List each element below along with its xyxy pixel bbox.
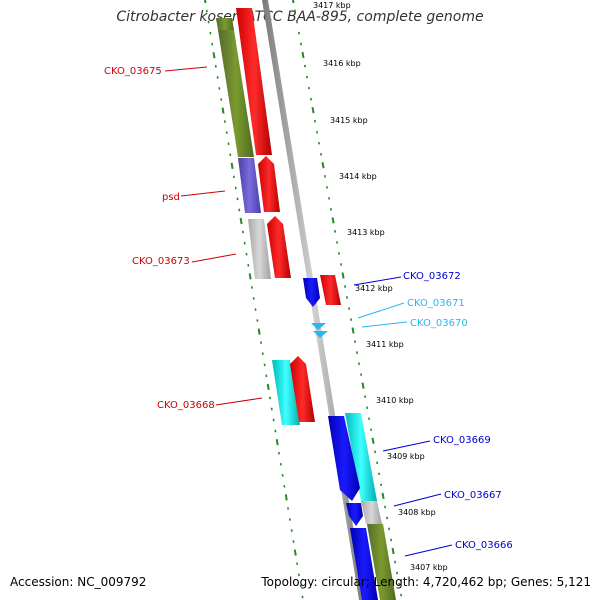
- gene-block-blue-cko-03666: [350, 528, 378, 600]
- gene-block-cko-03668-cyan: [272, 360, 300, 425]
- scale-tick-left: [230, 162, 234, 169]
- kbp-label-partial: 3417 kbp: [313, 1, 351, 10]
- kbp-label: 3416 kbp: [323, 59, 361, 68]
- gene-label: CKO_03675: [104, 66, 162, 77]
- accession-text: Accession: NC_009792: [10, 575, 147, 589]
- kbp-scale-labels: 3417 kbp 3416 kbp 3415 kbp 3414 kbp 3413…: [313, 1, 448, 572]
- scale-tick-left: [275, 439, 279, 446]
- scale-tick-right: [356, 351, 359, 354]
- scale-tick-right: [344, 285, 347, 288]
- kbp-label: 3414 kbp: [339, 172, 377, 181]
- gene-block-psd: [238, 158, 261, 213]
- scale-tick-right: [351, 327, 355, 334]
- gene-arrow-cko-03670: [313, 331, 328, 338]
- gene-arrow-blue-cko-03672: [303, 278, 320, 307]
- gene-label: CKO_03672: [403, 271, 461, 282]
- gene-label: CKO_03670: [410, 318, 468, 329]
- gene-block-cko-03675-red: [236, 8, 272, 155]
- scale-tick-left: [248, 273, 252, 280]
- gene-block-olive-partial: [216, 18, 234, 30]
- scale-tick-left: [239, 217, 243, 225]
- tick-marks: [203, 0, 403, 599]
- gene-block-cyan-cko-03669: [345, 413, 377, 501]
- gene-arrow-blue-cko-03667: [346, 503, 363, 526]
- scale-tick-right: [331, 217, 335, 224]
- scale-tick-left: [221, 107, 225, 114]
- topology-text: Topology: circular; Length: 4,720,462 bp…: [261, 575, 591, 589]
- scale-tick-right: [348, 307, 351, 310]
- scale-tick-right: [371, 437, 375, 444]
- kbp-label: 3409 kbp: [387, 452, 425, 461]
- gene-arrow-cko-03671: [311, 323, 326, 330]
- scale-tick-right: [381, 492, 385, 499]
- gene-block-olive-top: [218, 30, 254, 157]
- scale-tick-right: [354, 340, 357, 343]
- gene-labels: CKO_03675 psd CKO_03673 CKO_03668 CKO_03…: [104, 66, 513, 551]
- scale-tick-right: [330, 208, 333, 211]
- scale-tick-right: [311, 107, 315, 114]
- kbp-label: 3407 kbp: [410, 563, 448, 572]
- scale-tick-left: [284, 494, 288, 501]
- scale-tick-right: [350, 318, 353, 321]
- scale-tick-right: [334, 230, 337, 233]
- label-leaders: [164, 66, 453, 557]
- kbp-label: 3411 kbp: [366, 340, 404, 349]
- gene-label: CKO_03673: [132, 256, 190, 267]
- kbp-label: 3410 kbp: [376, 396, 414, 405]
- scale-tick-right: [361, 382, 365, 389]
- gene-label: CKO_03669: [433, 435, 491, 446]
- scale-tick-right: [321, 162, 325, 169]
- scale-tick-right: [391, 547, 395, 555]
- scale-tick-left: [266, 383, 270, 390]
- scale-tick-left: [257, 328, 261, 335]
- gene-block-red-cko-03672: [320, 275, 341, 305]
- scale-tick-right: [291, 0, 295, 4]
- scale-tick-left: [203, 0, 207, 4]
- gene-arrow-red-cko-03668: [290, 356, 315, 422]
- gene-label: psd: [162, 192, 180, 203]
- scale-tick-right: [341, 272, 345, 279]
- gene-label: CKO_03668: [157, 400, 215, 411]
- scale-tick-right: [301, 51, 305, 59]
- gene-block-cko-03673-gray: [248, 219, 271, 279]
- scale-tick-right: [336, 241, 339, 244]
- gene-arrow-red-psd: [258, 156, 280, 212]
- gene-label: CKO_03666: [455, 540, 513, 551]
- scale-tick-right: [358, 362, 361, 365]
- gene-label: CKO_03667: [444, 490, 502, 501]
- scale-tick-left: [212, 52, 216, 59]
- scale-tick-right: [346, 296, 349, 299]
- gene-label: CKO_03671: [407, 298, 465, 309]
- gene-arrow-blue-cko-03669: [328, 416, 360, 501]
- gene-block-gray-cko-03667: [361, 501, 382, 524]
- scale-tick-left: [293, 549, 297, 556]
- kbp-label: 3415 kbp: [330, 116, 368, 125]
- scale-tick-right: [340, 263, 343, 266]
- gene-block-olive-cko-03666: [367, 524, 396, 600]
- gene-arrow-red-cko-03673: [267, 216, 291, 278]
- kbp-label: 3413 kbp: [347, 228, 385, 237]
- kbp-label: 3408 kbp: [398, 508, 436, 517]
- kbp-label: 3412 kbp: [355, 284, 393, 293]
- scale-tick-right: [338, 252, 341, 255]
